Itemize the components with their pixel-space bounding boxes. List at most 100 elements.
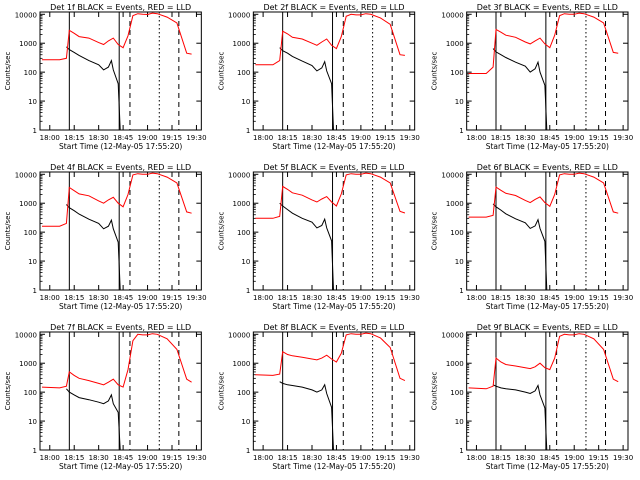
x-tick-label: 18:15 bbox=[64, 134, 84, 142]
events-series-line bbox=[492, 203, 548, 291]
x-tick-label: 19:30 bbox=[400, 454, 420, 462]
y-tick-label: 10 bbox=[28, 258, 37, 266]
x-tick-label: 18:00 bbox=[253, 454, 273, 462]
y-tick-label: 1000 bbox=[446, 40, 464, 48]
chart-panel-8: Det 8f BLACK = Events, RED = LLD 1 10 100 10… bbox=[217, 323, 420, 471]
y-tick-label: 10 bbox=[28, 98, 37, 106]
y-tick-label: 100 bbox=[24, 389, 37, 397]
lld-series-line bbox=[468, 12, 619, 74]
y-tick-label: 10 bbox=[241, 98, 250, 106]
y-tick-label: 1000 bbox=[233, 200, 251, 208]
chart-title: Det 4f BLACK = Events, RED = LLD bbox=[50, 163, 191, 172]
lld-series-line bbox=[42, 172, 192, 227]
y-tick-label: 100 bbox=[450, 229, 463, 237]
x-tick-label: 18:45 bbox=[113, 454, 133, 462]
events-series-line bbox=[279, 202, 334, 291]
events-series-line bbox=[279, 381, 334, 451]
x-tick-label: 18:00 bbox=[466, 454, 486, 462]
plot-frame bbox=[252, 11, 416, 131]
lld-series-line bbox=[255, 13, 405, 66]
x-tick-label: 19:00 bbox=[137, 134, 157, 142]
x-tick-label: 18:30 bbox=[302, 294, 322, 302]
x-tick-label: 18:45 bbox=[540, 134, 560, 142]
x-tick-label: 18:15 bbox=[64, 454, 84, 462]
x-tick-label: 19:00 bbox=[564, 134, 584, 142]
x-tick-label: 18:00 bbox=[40, 134, 60, 142]
x-tick-label: 18:15 bbox=[491, 294, 511, 302]
y-axis-label: Counts/sec bbox=[217, 52, 225, 91]
x-axis-label: Start Time (12-May-05 17:55:20) bbox=[486, 302, 609, 311]
events-series-line bbox=[492, 384, 548, 451]
chart-panel-9: Det 9f BLACK = Events, RED = LLD 1 10 100 10… bbox=[431, 323, 634, 471]
chart-title: Det 6f BLACK = Events, RED = LLD bbox=[477, 163, 618, 172]
y-tick-label: 1 bbox=[246, 447, 250, 455]
events-series-line bbox=[279, 47, 334, 131]
x-tick-label: 19:15 bbox=[375, 294, 395, 302]
y-tick-label: 10000 bbox=[441, 171, 463, 179]
x-tick-label: 18:45 bbox=[326, 454, 346, 462]
x-tick-label: 18:30 bbox=[89, 454, 109, 462]
x-tick-label: 19:30 bbox=[186, 294, 206, 302]
x-tick-label: 19:15 bbox=[589, 134, 609, 142]
plot-frame bbox=[39, 171, 202, 291]
y-tick-label: 10000 bbox=[228, 331, 250, 339]
x-tick-label: 19:30 bbox=[613, 454, 633, 462]
y-tick-label: 10 bbox=[28, 418, 37, 426]
events-series-line bbox=[492, 48, 548, 131]
x-tick-label: 18:45 bbox=[540, 454, 560, 462]
x-tick-label: 18:00 bbox=[466, 294, 486, 302]
x-tick-label: 19:00 bbox=[351, 134, 371, 142]
chart-title: Det 8f BLACK = Events, RED = LLD bbox=[263, 323, 404, 332]
y-tick-label: 1 bbox=[246, 127, 250, 135]
x-tick-label: 19:30 bbox=[186, 134, 206, 142]
x-tick-label: 18:15 bbox=[491, 134, 511, 142]
y-tick-label: 10 bbox=[241, 418, 250, 426]
x-tick-label: 18:30 bbox=[89, 294, 109, 302]
y-tick-label: 1000 bbox=[233, 40, 251, 48]
y-tick-label: 1000 bbox=[233, 360, 251, 368]
y-tick-label: 1 bbox=[33, 127, 37, 135]
x-axis-label: Start Time (12-May-05 17:55:20) bbox=[272, 142, 395, 151]
x-tick-label: 18:30 bbox=[89, 134, 109, 142]
y-tick-label: 1000 bbox=[19, 360, 37, 368]
y-tick-label: 1000 bbox=[446, 360, 464, 368]
x-tick-label: 18:00 bbox=[466, 134, 486, 142]
chart-panel-6: Det 6f BLACK = Events, RED = LLD 1 10 100 10… bbox=[431, 163, 634, 311]
y-tick-label: 1000 bbox=[19, 200, 37, 208]
x-tick-label: 19:30 bbox=[613, 134, 633, 142]
x-tick-label: 19:00 bbox=[351, 454, 371, 462]
x-tick-label: 19:30 bbox=[400, 134, 420, 142]
plot-frame bbox=[466, 171, 629, 291]
y-tick-label: 1000 bbox=[446, 200, 464, 208]
lld-series-line bbox=[468, 333, 619, 390]
chart-title: Det 1f BLACK = Events, RED = LLD bbox=[50, 3, 191, 12]
x-tick-label: 19:15 bbox=[375, 454, 395, 462]
x-tick-label: 18:15 bbox=[277, 294, 297, 302]
y-axis-label: Counts/sec bbox=[4, 372, 12, 411]
x-tick-label: 19:00 bbox=[351, 294, 371, 302]
x-tick-label: 18:45 bbox=[113, 294, 133, 302]
y-tick-label: 10 bbox=[455, 98, 464, 106]
y-tick-label: 100 bbox=[450, 389, 463, 397]
x-tick-label: 18:30 bbox=[515, 134, 535, 142]
y-tick-label: 100 bbox=[24, 69, 37, 77]
y-tick-label: 10000 bbox=[228, 171, 250, 179]
y-tick-label: 10 bbox=[455, 418, 464, 426]
x-tick-label: 18:00 bbox=[40, 294, 60, 302]
y-tick-label: 1 bbox=[246, 287, 250, 295]
y-tick-label: 10000 bbox=[15, 171, 37, 179]
x-tick-label: 19:00 bbox=[137, 454, 157, 462]
x-tick-label: 19:30 bbox=[400, 294, 420, 302]
x-tick-label: 19:00 bbox=[564, 294, 584, 302]
chart-panel-1: Det 1f BLACK = Events, RED = LLD 1 10 100 10… bbox=[4, 3, 207, 151]
plot-frame bbox=[39, 331, 202, 451]
plot-frame bbox=[466, 11, 629, 131]
chart-title: Det 9f BLACK = Events, RED = LLD bbox=[477, 323, 618, 332]
y-axis-label: Counts/sec bbox=[431, 212, 439, 251]
x-tick-label: 18:45 bbox=[540, 294, 560, 302]
lld-series-line bbox=[468, 172, 619, 218]
x-tick-label: 18:15 bbox=[64, 294, 84, 302]
x-axis-label: Start Time (12-May-05 17:55:20) bbox=[486, 142, 609, 151]
y-axis-label: Counts/sec bbox=[4, 212, 12, 251]
